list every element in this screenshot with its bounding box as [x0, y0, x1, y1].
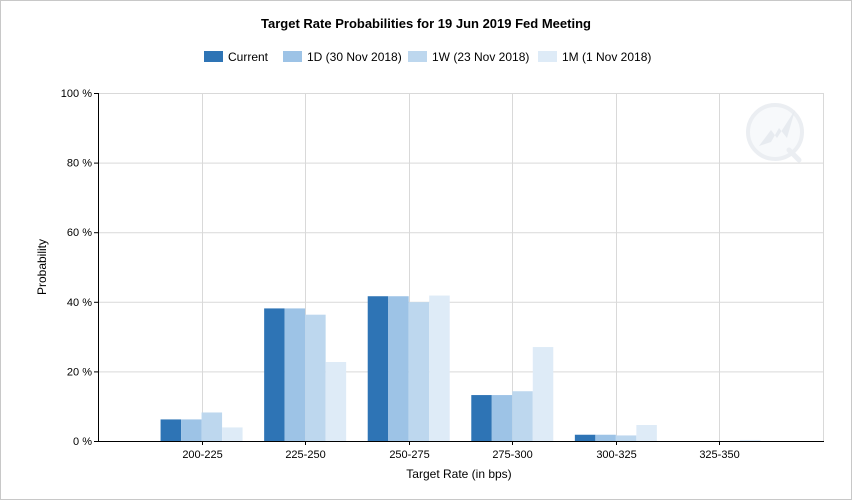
y-tick-label-3: 60 % [67, 227, 92, 239]
bar-1w-200-225 [201, 412, 223, 441]
legend-label-2: 1W (23 Nov 2018) [432, 50, 529, 64]
bar-current-225-250 [264, 308, 285, 441]
legend-swatch-3 [538, 51, 557, 62]
bar-1d-200-225 [181, 419, 202, 441]
x-tick-label-3: 275-300 [492, 449, 532, 461]
legend-swatch-2 [408, 51, 427, 62]
bar-1m-225-250 [325, 362, 347, 441]
bar-1d-225-250 [284, 308, 306, 441]
bar-1d-275-300 [491, 395, 513, 441]
legend-label-3: 1M (1 Nov 2018) [562, 50, 651, 64]
axes: 0 % 20 % 40 % 60 % 80 % 100 % 200-225 225-250 25… [61, 88, 824, 461]
bar-1w-250-275 [408, 302, 430, 441]
grid-lines [98, 93, 824, 442]
chart-title: Target Rate Probabilities for 19 Jun 201… [261, 16, 591, 31]
watermark-logo-icon [746, 103, 804, 163]
x-tick-label-1: 225-250 [285, 449, 325, 461]
legend-label-1: 1D (30 Nov 2018) [307, 50, 402, 64]
bar-1d-300-325 [595, 434, 616, 441]
bar-1d-250-275 [388, 296, 409, 441]
bar-current-300-325 [574, 434, 596, 441]
x-tick-label-2: 250-275 [389, 449, 429, 461]
bar-1w-275-300 [512, 391, 533, 441]
y-tick-label-0: 0 % [73, 436, 92, 448]
bar-1w-225-250 [305, 314, 326, 441]
y-axis-title: Probability [35, 239, 49, 295]
bar-1m-300-325 [636, 424, 657, 441]
x-tick-label-4: 300-325 [596, 449, 636, 461]
bar-1m-325-350 [739, 439, 761, 441]
bar-1m-275-300 [532, 347, 554, 441]
bars [160, 295, 761, 441]
x-tick-label-0: 200-225 [182, 449, 222, 461]
y-tick-label-1: 20 % [67, 366, 92, 378]
y-tick-label-4: 80 % [67, 158, 92, 170]
bar-current-250-275 [367, 296, 389, 441]
y-tick-label-2: 40 % [67, 297, 92, 309]
legend-swatch-1 [283, 51, 302, 62]
bar-1w-300-325 [615, 435, 637, 441]
legend-swatch-0 [204, 51, 223, 62]
x-axis-title: Target Rate (in bps) [406, 467, 511, 481]
legend-label-0: Current [228, 50, 269, 64]
y-tick-label-5: 100 % [61, 88, 92, 100]
bar-current-275-300 [471, 395, 492, 441]
legend: Current 1D (30 Nov 2018) 1W (23 Nov 2018) 1… [204, 50, 651, 64]
bar-1m-250-275 [429, 295, 450, 441]
x-tick-label-5: 325-350 [699, 449, 739, 461]
bar-1m-200-225 [222, 427, 243, 441]
bar-current-200-225 [160, 419, 182, 441]
